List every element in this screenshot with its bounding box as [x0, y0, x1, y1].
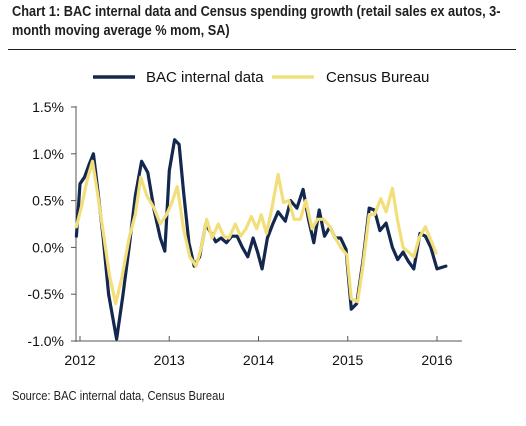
y-tick-label: 1.5%	[32, 99, 64, 115]
series-line-bac	[74, 138, 448, 341]
chart-title-line2: month moving average % mom, SA)	[12, 23, 230, 39]
series-line-census	[74, 159, 438, 306]
y-tick-label: 0.5%	[32, 193, 64, 209]
y-axis: 1.5% 1.0% 0.5% 0.0% -0.5% -1.0%	[27, 99, 77, 349]
legend-item-census: Census Bureau	[272, 69, 429, 86]
x-tick-label: 2015	[332, 352, 363, 368]
x-tick-label: 2014	[243, 352, 274, 368]
source-note: Source: BAC internal data, Census Bureau	[12, 388, 225, 403]
legend-label: Census Bureau	[326, 69, 429, 86]
legend: BAC internal data Census Bureau	[93, 69, 429, 86]
x-tick-label: 2012	[64, 352, 95, 368]
y-tick-label: 0.0%	[32, 239, 64, 255]
y-tick-label: 1.0%	[32, 146, 64, 162]
chart-title: Chart 1: BAC internal data and Census sp…	[12, 3, 501, 41]
x-tick-label: 2013	[154, 352, 185, 368]
x-tick-label: 2016	[421, 352, 452, 368]
legend-label: BAC internal data	[146, 69, 264, 86]
y-tick-label: -0.5%	[27, 286, 64, 302]
chart-title-line1: Chart 1: BAC internal data and Census sp…	[12, 4, 501, 20]
y-tick-label: -1.0%	[27, 333, 64, 349]
title-divider	[8, 49, 516, 50]
series-layer	[74, 138, 448, 341]
x-axis: 2012 2013 2014 2015 2016	[64, 336, 462, 368]
legend-item-bac: BAC internal data	[93, 69, 264, 86]
